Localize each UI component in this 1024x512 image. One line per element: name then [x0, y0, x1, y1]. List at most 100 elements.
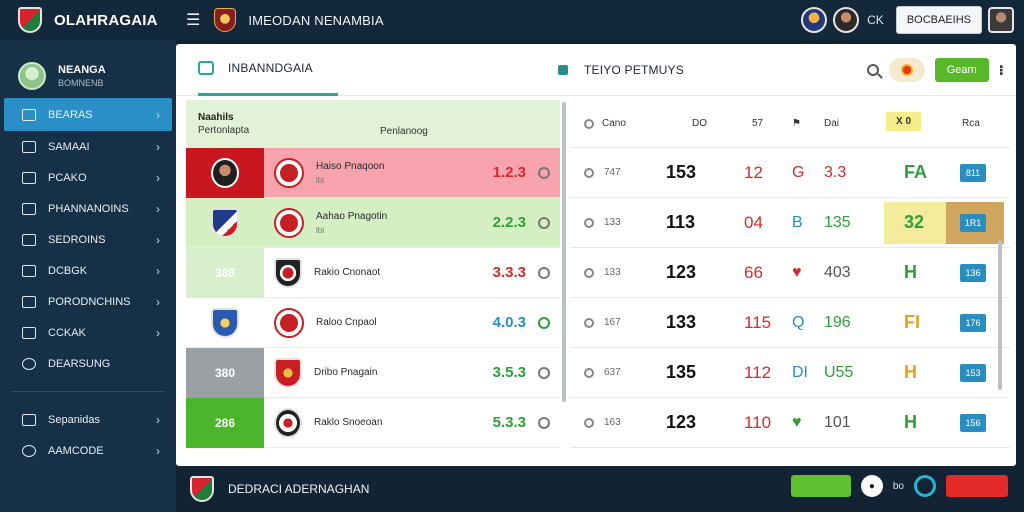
theme-toggle[interactable] — [888, 58, 925, 82]
sidebar-item-1[interactable]: SAMAAI › — [4, 131, 172, 162]
square-icon — [558, 64, 568, 75]
stats-table-header: Cano DO 57 ⚑ Dai X 0 Rca — [570, 100, 1010, 148]
action-button[interactable]: Geam — [934, 58, 989, 82]
status-icon[interactable] — [538, 416, 550, 429]
sidebar-item-label: DCBGK — [48, 264, 88, 277]
refresh-icon[interactable] — [914, 475, 936, 497]
stat-small: 637 — [604, 367, 621, 378]
stat-f-badge[interactable]: 153 — [960, 363, 986, 382]
match-score: 5.3.3 — [492, 414, 526, 431]
table-row[interactable]: 286 Raklo Snoeoan 5.3.3 — [186, 397, 560, 448]
match-name: Raloo Cnpaol — [316, 317, 377, 328]
left-scrollbar[interactable] — [562, 102, 566, 402]
chevron-right-icon: › — [156, 107, 160, 122]
club-avatar-icon[interactable] — [801, 7, 828, 33]
stat-a: 123 — [666, 412, 697, 432]
table-row[interactable]: 747 153 12 G 3.3 FA 811 — [570, 148, 1010, 198]
stat-f-badge[interactable]: 1R1 — [960, 213, 986, 232]
footer-shield-icon — [190, 476, 214, 502]
col-header-b[interactable]: DO — [692, 118, 707, 129]
row-highlight-cell — [186, 147, 264, 198]
header-label-a: Naahils — [198, 112, 234, 123]
stat-e: FA — [904, 162, 928, 182]
sidebar-bottom-nav: Sepanidas › AAMCODE › — [0, 404, 176, 466]
footer-label: bo — [892, 480, 904, 492]
stat-b: 112 — [744, 362, 772, 382]
ball-icon — [900, 64, 913, 76]
stat-e: H — [904, 362, 917, 382]
club-badge-icon — [214, 8, 237, 32]
chevron-right-icon: › — [156, 170, 160, 185]
table-row[interactable]: 380 Dribo Pnagain 3.5.3 — [186, 347, 560, 398]
table-row[interactable]: 133 123 66 ♥ 403 H 136 — [570, 248, 1010, 298]
header-button[interactable]: BOCBAEIHS — [895, 6, 982, 34]
row-tag: 386 — [214, 265, 236, 280]
status-icon[interactable] — [538, 216, 550, 229]
stadium-icon — [198, 61, 214, 75]
stat-f-badge[interactable]: 176 — [960, 313, 986, 332]
table-row[interactable]: Haiso Pnaqoon lbl 1.2.3 — [186, 147, 560, 198]
confirm-button[interactable] — [790, 475, 851, 497]
table-row[interactable]: 637 135 112 DI U55 H 153 — [570, 348, 1010, 398]
match-sub: lbl — [316, 175, 325, 185]
table-row[interactable]: 386 Rakio Cnonaot 3.3.3 — [186, 247, 560, 298]
clock-icon — [584, 367, 594, 378]
sidebar-item-label: SAMAAI — [48, 140, 90, 153]
tab-primary[interactable]: INBANNDGAIA — [198, 44, 338, 96]
user-circle-icon[interactable]: ● — [860, 475, 883, 497]
stat-c: ♥ — [792, 263, 802, 281]
sidebar-item-label: CCKAK — [48, 326, 86, 339]
stat-c: B — [792, 213, 803, 231]
user-avatar[interactable] — [988, 7, 1014, 33]
tab-secondary-label: TEIYO PETMUYS — [584, 62, 684, 77]
chevron-right-icon: › — [156, 139, 160, 154]
cancel-button[interactable] — [946, 475, 1008, 497]
sidebar-item-5[interactable]: DCBGK › — [4, 255, 172, 286]
col-header-d[interactable]: Dai — [824, 118, 840, 129]
search-icon[interactable] — [866, 64, 879, 76]
header-ck-label[interactable]: CK — [867, 13, 884, 27]
sidebar-item-7[interactable]: CCKAK › — [4, 317, 172, 348]
stat-c: G — [792, 163, 805, 181]
clock-icon — [584, 417, 594, 428]
club-crest-icon — [274, 407, 302, 438]
sidebar-bottom-item-0[interactable]: Sepanidas › — [4, 404, 172, 435]
chevron-right-icon: › — [156, 412, 160, 427]
table-row[interactable]: Raloo Cnpaol 4.0.3 — [186, 298, 560, 348]
sidebar-item-2[interactable]: PCAKO › — [4, 162, 172, 193]
profile[interactable]: NEANGA BOMNENB — [0, 40, 176, 98]
stat-b: 04 — [744, 212, 763, 232]
sidebar-bottom-item-1[interactable]: AAMCODE › — [4, 435, 172, 466]
status-icon[interactable] — [538, 166, 550, 179]
table-row[interactable]: 167 133 115 Q 196 FI 176 — [570, 298, 1010, 348]
status-icon[interactable] — [538, 366, 550, 379]
status-icon[interactable] — [538, 316, 550, 329]
table-row[interactable]: 133 113 04 B 135 32 1R1 — [570, 198, 1010, 248]
sidebar-item-8[interactable]: DEARSUNG — [4, 348, 172, 379]
more-options-icon[interactable]: ⁝ — [998, 61, 1004, 78]
settings-icon — [22, 357, 36, 370]
sidebar-item-4[interactable]: SEDROINS › — [4, 224, 172, 255]
tab-bar-actions: Geam ⁝ — [866, 58, 1004, 82]
table-row[interactable]: 163 123 110 ♥ 101 H 156 — [570, 398, 1010, 448]
sidebar-item-3[interactable]: PHANNANOINS › — [4, 193, 172, 224]
clock-icon — [584, 119, 594, 129]
sidebar-item-0[interactable]: BEARAS › — [4, 98, 172, 131]
stat-f-badge[interactable]: 136 — [960, 263, 986, 282]
status-icon[interactable] — [538, 266, 550, 279]
tab-secondary[interactable]: TEIYO PETMUYS — [558, 63, 684, 77]
stat-e: FI — [904, 312, 920, 332]
col-header-a[interactable]: Cano — [602, 118, 626, 129]
col-header-c[interactable]: 57 — [752, 118, 764, 129]
hamburger-menu-icon[interactable]: ☰ — [186, 12, 201, 29]
col-header-f[interactable]: Rca — [962, 118, 980, 129]
stat-f-badge[interactable]: 156 — [960, 413, 986, 432]
table-row[interactable]: Aahao Pnagotin lbl 2.2.3 — [186, 198, 560, 248]
sidebar-item-6[interactable]: PORODNCHINS › — [4, 286, 172, 317]
right-scrollbar[interactable] — [998, 240, 1002, 390]
stat-f-badge[interactable]: 811 — [960, 163, 986, 182]
col-header-e[interactable]: X 0 — [886, 112, 922, 131]
stats-table: Cano DO 57 ⚑ Dai X 0 Rca 747 153 12 G 3.… — [570, 100, 1010, 466]
stat-small: 167 — [604, 317, 621, 328]
player-avatar[interactable] — [833, 7, 860, 33]
